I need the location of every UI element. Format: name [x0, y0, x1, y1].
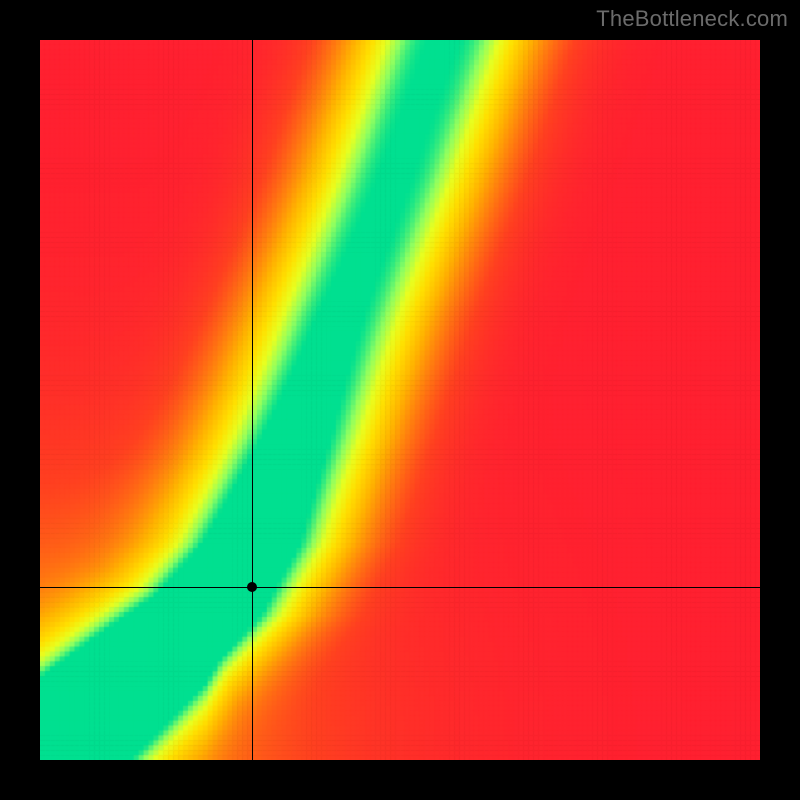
heatmap-canvas [40, 40, 760, 760]
crosshair-horizontal [40, 587, 760, 588]
crosshair-marker [247, 582, 257, 592]
chart-frame: TheBottleneck.com [0, 0, 800, 800]
attribution-text: TheBottleneck.com [596, 6, 788, 32]
crosshair-vertical [252, 40, 253, 760]
plot-area [40, 40, 760, 760]
